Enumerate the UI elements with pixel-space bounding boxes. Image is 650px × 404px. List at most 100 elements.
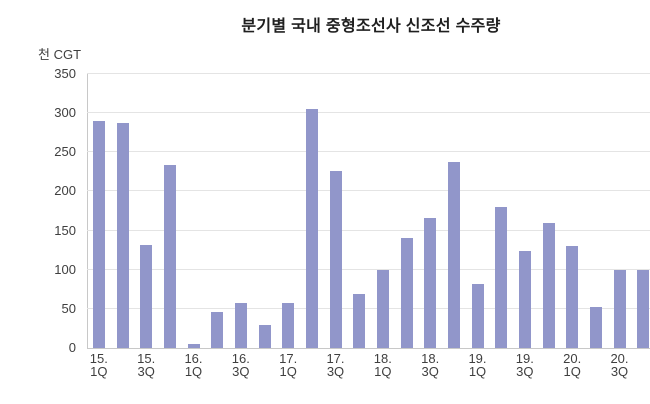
x-axis-line [87, 348, 650, 349]
x-tick-year: 19. [468, 351, 487, 366]
bar-17.2Q [305, 109, 318, 348]
bar-slot [253, 74, 277, 348]
bar-19.3Q [518, 250, 531, 348]
x-axis-tick-label-20.1Q: 20. 1Q [552, 352, 592, 378]
bar-slot [347, 74, 371, 348]
bar-19.2Q [495, 207, 508, 348]
y-axis-unit-label: 천 CGT [38, 47, 82, 62]
x-axis-tick-label-16.3Q: 16. 3Q [221, 352, 261, 378]
gridline-350 [87, 73, 650, 74]
x-axis-tick-label-16.1Q: 16. 1Q [174, 352, 214, 378]
bar-17.3Q [329, 171, 342, 348]
gridline-100 [87, 268, 650, 270]
bar-20.1Q [566, 246, 579, 348]
x-tick-quarter: 3Q [421, 364, 439, 379]
x-axis-tick-label-20.3Q: 20. 3Q [600, 352, 640, 378]
bar-slot [466, 74, 490, 348]
bar-15.3Q [140, 244, 153, 348]
bar-slot [111, 74, 135, 348]
y-axis-tick-label-250: 250 [54, 144, 76, 160]
bar-18.1Q [376, 269, 389, 348]
y-axis-tick-label-0: 0 [68, 340, 76, 355]
x-tick-quarter: 1Q [279, 364, 297, 379]
bar-slot [324, 74, 348, 348]
x-axis-tick-label-17.1Q: 17. 1Q [268, 352, 308, 378]
bar-17.1Q [282, 302, 295, 348]
x-tick-year: 19. [515, 351, 534, 366]
bar-16.3Q [234, 302, 247, 348]
x-tick-year: 15. [137, 351, 156, 366]
bar-slot [442, 74, 466, 348]
bar-18.3Q [424, 218, 437, 348]
x-tick-quarter: 1Q [90, 364, 108, 379]
y-axis-tick-label-150: 150 [54, 222, 76, 238]
bar-slot [205, 74, 229, 348]
gridline-50 [87, 307, 650, 309]
bar-19.1Q [471, 283, 484, 348]
bar-18.2Q [400, 238, 413, 348]
x-tick-quarter: 3Q [326, 364, 345, 379]
y-axis-tick-label-350: 350 [54, 66, 76, 81]
bar-slot [584, 74, 608, 348]
bar-15.4Q [163, 164, 176, 348]
bar-slot [134, 74, 158, 348]
chart-title: 분기별 국내 중형조선사 신조선 수주량 [241, 18, 501, 35]
bar-slot [158, 74, 182, 348]
x-tick-year: 20. [610, 351, 629, 366]
x-tick-quarter: 1Q [468, 364, 487, 379]
x-tick-quarter: 3Q [232, 364, 250, 379]
x-tick-year: 18. [421, 351, 440, 366]
bar-16.4Q [258, 324, 271, 348]
bar-18.4Q [447, 162, 460, 348]
bar-17.4Q [353, 293, 366, 348]
x-axis-tick-label-15.3Q: 15. 3Q [126, 352, 166, 378]
x-axis-tick-label-19.1Q: 19. 1Q [458, 352, 498, 378]
bar-slot [418, 74, 442, 348]
bar-19.4Q [542, 222, 555, 348]
gridline-250 [87, 151, 650, 153]
x-axis-tick-label-15.1Q: 15. 1Q [79, 352, 119, 378]
bar-16.1Q [187, 344, 200, 348]
bar-16.2Q [211, 312, 224, 348]
y-axis-tick-label-100: 100 [54, 261, 76, 277]
bar-slot [371, 74, 395, 348]
y-axis-tick-label-300: 300 [54, 105, 76, 121]
bar-slot [87, 74, 111, 348]
x-tick-quarter: 3Q [137, 364, 155, 379]
bar-15.1Q [92, 120, 105, 348]
bar-slot [560, 74, 584, 348]
x-tick-year: 16. [184, 351, 203, 366]
bar-slot [229, 74, 253, 348]
x-tick-year: 18. [373, 351, 392, 366]
y-axis-tick-label-50: 50 [61, 300, 76, 316]
bar-slot [276, 74, 300, 348]
bar-slot [300, 74, 324, 348]
bar-20.4Q [637, 269, 650, 348]
bar-slot [182, 74, 206, 348]
gridline-300 [87, 112, 650, 114]
x-tick-quarter: 3Q [610, 364, 629, 379]
x-tick-quarter: 1Q [563, 364, 581, 379]
bar-slot [608, 74, 632, 348]
bar-slot [513, 74, 537, 348]
x-tick-quarter: 3Q [516, 364, 534, 379]
x-axis-tick-label-18.3Q: 18. 3Q [410, 352, 450, 378]
x-tick-year: 20. [563, 351, 582, 366]
x-tick-quarter: 1Q [184, 364, 203, 379]
gridline-200 [87, 190, 650, 192]
x-axis-tick-label-17.3Q: 17. 3Q [316, 352, 356, 378]
plot-area [87, 73, 650, 349]
bar-slot [395, 74, 419, 348]
bar-20.2Q [589, 306, 602, 348]
x-axis-tick-label-18.1Q: 18. 1Q [363, 352, 403, 378]
x-tick-year: 15. [89, 351, 108, 366]
bar-slot [631, 74, 650, 348]
x-tick-year: 16. [231, 351, 250, 366]
bar-slot [489, 74, 513, 348]
bar-15.2Q [116, 123, 129, 348]
x-axis-tick-label-19.3Q: 19. 3Q [505, 352, 545, 378]
